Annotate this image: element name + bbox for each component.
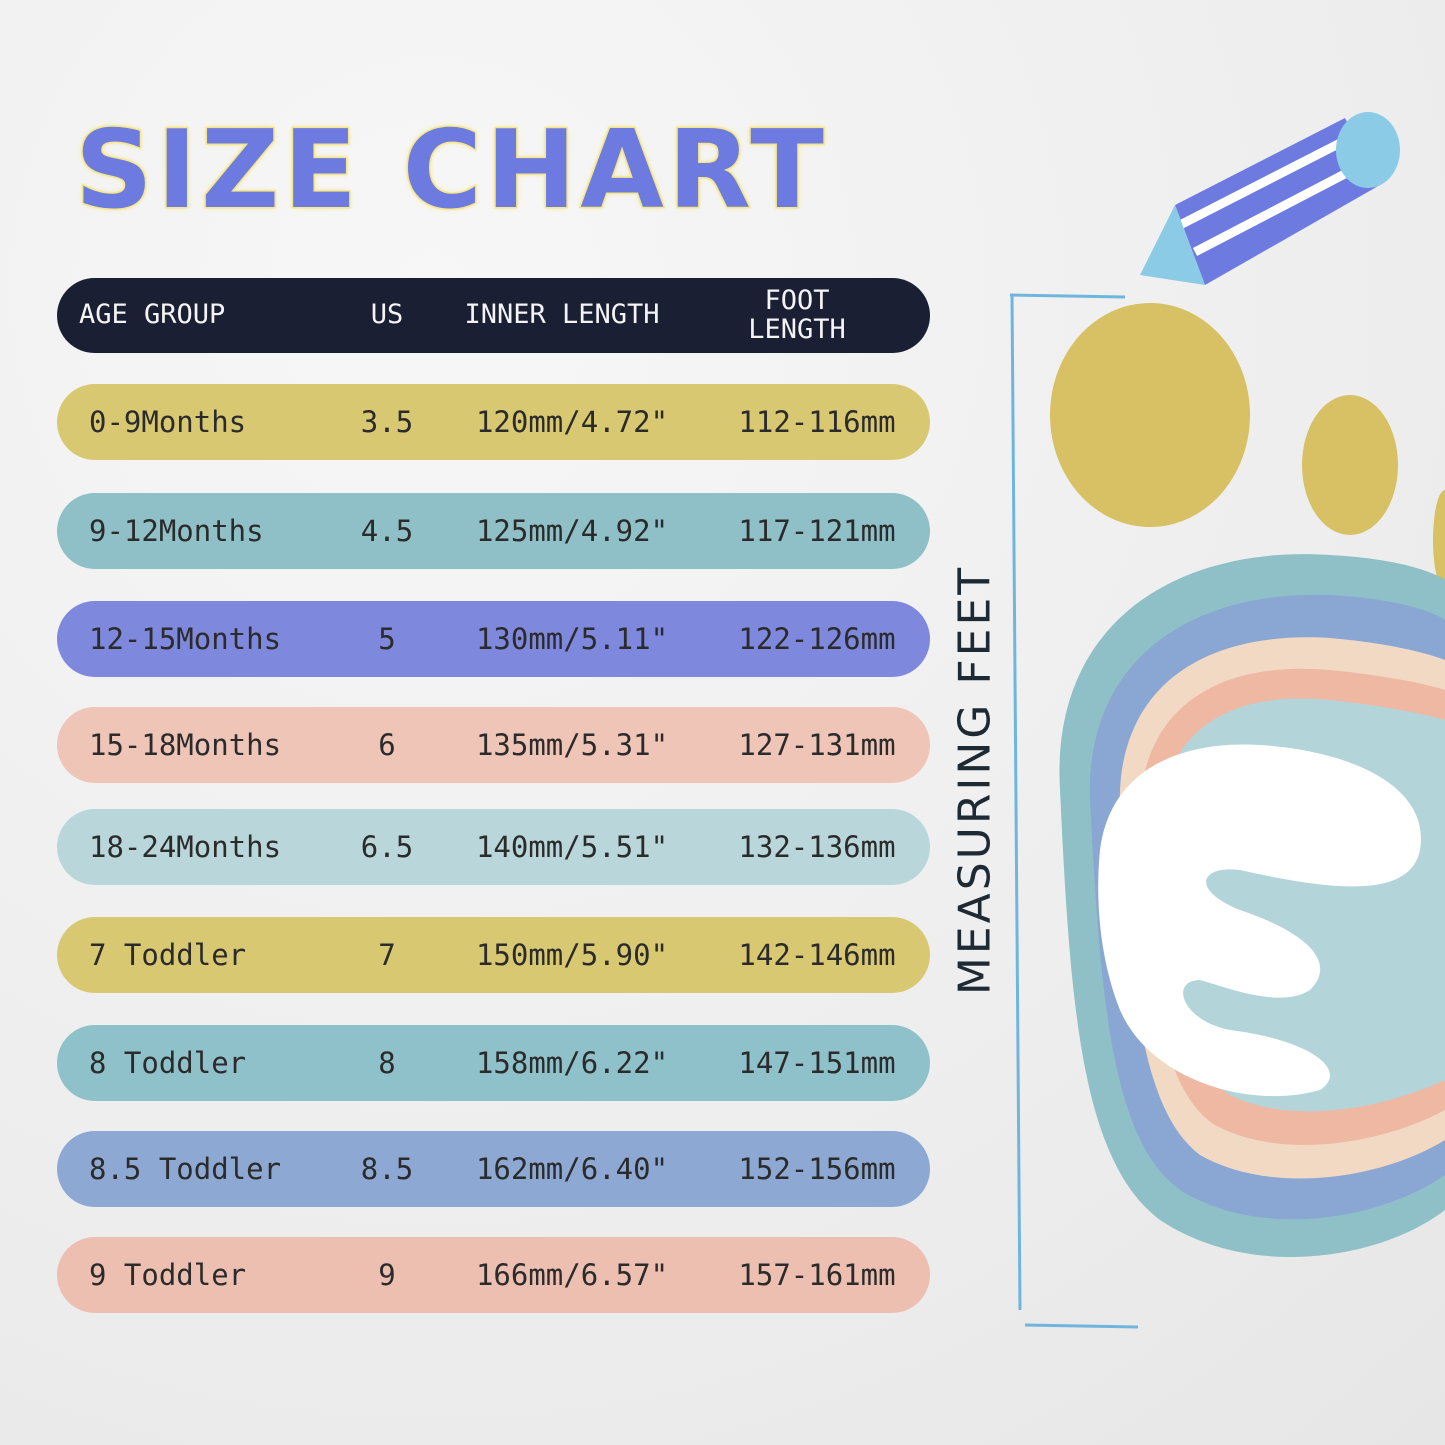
header-age-group: AGE GROUP [79, 299, 226, 331]
us-cell: 9 [378, 1258, 396, 1292]
page-title: SIZE CHART [74, 107, 828, 235]
us-cell: 8 [378, 1046, 396, 1080]
inner-length-cell: 140mm/5.51" [475, 830, 669, 864]
pencil-icon [1140, 112, 1400, 285]
age-cell: 9-12Months [89, 514, 264, 548]
foot-length-cell: 127-131mm [738, 728, 896, 762]
inner-length-cell: 120mm/4.72" [475, 405, 669, 439]
inner-length-cell: 130mm/5.11" [475, 622, 669, 656]
table-header: AGE GROUP US INNER LENGTH FOOT LENGTH [57, 278, 930, 353]
inner-length-cell: 125mm/4.92" [475, 514, 669, 548]
sole-icon [1059, 554, 1445, 1258]
header-us: US [370, 299, 404, 331]
us-cell: 6 [378, 728, 396, 762]
us-cell: 7 [378, 938, 396, 972]
age-cell: 9 Toddler [89, 1258, 247, 1292]
measuring-feet-label: MEASURING FEET [949, 564, 1001, 996]
age-cell: 7 Toddler [89, 938, 247, 972]
foot-length-cell: 152-156mm [738, 1152, 896, 1186]
foot-length-cell: 147-151mm [738, 1046, 896, 1080]
age-cell: 8.5 Toddler [89, 1152, 282, 1186]
foot-length-cell: 142-146mm [738, 938, 896, 972]
table-row: 18-24Months 6.5 140mm/5.51" 132-136mm [57, 809, 930, 885]
table-row: 9-12Months 4.5 125mm/4.92" 117-121mm [57, 493, 930, 569]
table-row: 9 Toddler 9 166mm/6.57" 157-161mm [57, 1237, 930, 1313]
us-cell: 5 [378, 622, 396, 656]
age-cell: 8 Toddler [89, 1046, 247, 1080]
header-inner-length: INNER LENGTH [464, 299, 660, 331]
table-row: 7 Toddler 7 150mm/5.90" 142-146mm [57, 917, 930, 993]
us-cell: 8.5 [360, 1152, 414, 1186]
age-cell: 12-15Months [89, 622, 282, 656]
inner-length-cell: 135mm/5.31" [475, 728, 669, 762]
us-cell: 3.5 [360, 405, 414, 439]
foot-length-cell: 132-136mm [738, 830, 896, 864]
table-row: 0-9Months 3.5 120mm/4.72" 112-116mm [57, 384, 930, 460]
table-row: 8.5 Toddler 8.5 162mm/6.40" 152-156mm [57, 1131, 930, 1207]
inner-length-cell: 162mm/6.40" [475, 1152, 669, 1186]
foot-length-cell: 117-121mm [738, 514, 896, 548]
table-row: 8 Toddler 8 158mm/6.22" 147-151mm [57, 1025, 930, 1101]
us-cell: 4.5 [360, 514, 414, 548]
foot-length-cell: 122-126mm [738, 622, 896, 656]
header-foot-length: FOOT LENGTH [748, 285, 846, 345]
inner-length-cell: 150mm/5.90" [475, 938, 669, 972]
age-cell: 15-18Months [89, 728, 282, 762]
us-cell: 6.5 [360, 830, 414, 864]
foot-length-cell: 112-116mm [738, 405, 896, 439]
foot-length-cell: 157-161mm [738, 1258, 896, 1292]
toe-icon [1050, 303, 1445, 590]
inner-length-cell: 166mm/6.57" [475, 1258, 669, 1292]
age-cell: 0-9Months [89, 405, 247, 439]
table-row: 12-15Months 5 130mm/5.11" 122-126mm [57, 601, 930, 677]
age-cell: 18-24Months [89, 830, 282, 864]
table-row: 15-18Months 6 135mm/5.31" 127-131mm [57, 707, 930, 783]
ruler-line [1009, 293, 1139, 1329]
inner-length-cell: 158mm/6.22" [475, 1046, 669, 1080]
